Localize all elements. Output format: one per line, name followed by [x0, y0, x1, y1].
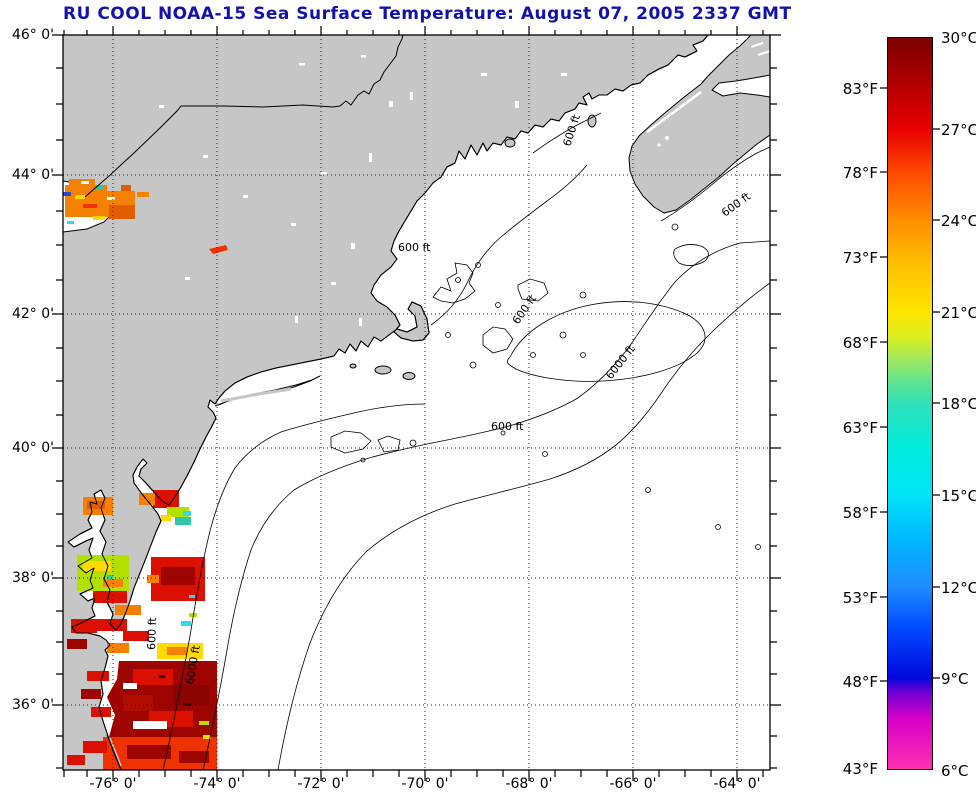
plot-border: [62, 34, 771, 771]
x-axis-label: -76° 0': [89, 776, 137, 792]
x-axis-label: -72° 0': [297, 776, 345, 792]
sst-delaware-bay: [83, 490, 191, 525]
contour-georges-bank: [506, 301, 706, 382]
y-axis-label: 44° 0': [11, 167, 54, 183]
contour-600ft-coastal: [162, 403, 426, 770]
grand-manan-island: [587, 114, 597, 128]
y-axis-label: 46° 0': [11, 27, 54, 43]
colorbar-ticks: [880, 87, 940, 682]
y-axis-label: 42° 0': [11, 306, 54, 322]
colorbar-celsius-label: 21°C: [941, 304, 976, 322]
nantucket-island: [402, 372, 416, 380]
border-line: [84, 35, 404, 198]
contour-6000ft-outer: [277, 282, 770, 770]
contour-label: 600 ft: [491, 420, 524, 433]
sst-delmarva-band: [67, 555, 205, 659]
colorbar-celsius-label: 15°C: [941, 487, 976, 505]
x-axis-label: -64° 0': [713, 776, 761, 792]
colorbar-fahrenheit-label: 63°F: [842, 419, 878, 437]
y-axis-label: 36° 0': [11, 697, 54, 713]
axis-ticks: [52, 26, 781, 781]
contour-label: 600 ft: [145, 616, 159, 650]
x-axis-label: -66° 0': [609, 776, 657, 792]
sst-lake-ontario: [63, 179, 149, 224]
colorbar-celsius-label: 6°C: [941, 762, 969, 780]
marthas-vineyard-island: [374, 365, 392, 375]
x-axis-label: -68° 0': [505, 776, 553, 792]
contour-6000ft-shelf: [202, 240, 770, 770]
y-axis-label: 38° 0': [11, 570, 54, 586]
colorbar-fahrenheit-label: 58°F: [842, 504, 878, 522]
contour-label: 600 ft: [398, 241, 431, 254]
cloud-specks: [159, 55, 669, 326]
colorbar-fahrenheit-label: 73°F: [842, 249, 878, 267]
colorbar-fahrenheit-label: 43°F: [842, 760, 878, 778]
x-axis-label: -70° 0': [401, 776, 449, 792]
colorbar-celsius-label: 12°C: [941, 579, 976, 597]
colorbar-celsius-label: 9°C: [941, 670, 969, 688]
colorbar-fahrenheit-label: 48°F: [842, 673, 878, 691]
page-title: RU COOL NOAA-15 Sea Surface Temperature:…: [63, 4, 792, 24]
colorbar-celsius-label: 18°C: [941, 395, 976, 413]
colorbar-fahrenheit-label: 78°F: [842, 164, 878, 182]
y-axis-label: 40° 0': [11, 440, 54, 456]
colorbar-celsius-label: 30°C: [941, 29, 976, 47]
colorbar-celsius-label: 27°C: [941, 121, 976, 139]
colorbar-celsius-label: 24°C: [941, 212, 976, 230]
bathymetry-contours: [162, 112, 770, 770]
colorbar-fahrenheit-label: 68°F: [842, 334, 878, 352]
colorbar-gradient: [887, 37, 933, 770]
colorbar-fahrenheit-label: 53°F: [842, 589, 878, 607]
x-axis-label: -74° 0': [193, 776, 241, 792]
colorbar-fahrenheit-label: 83°F: [842, 80, 878, 98]
coastline-overlay: [63, 35, 709, 770]
